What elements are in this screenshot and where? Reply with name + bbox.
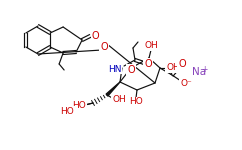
- Text: OH: OH: [166, 63, 180, 72]
- Text: OH: OH: [112, 96, 126, 105]
- Text: O: O: [91, 31, 99, 41]
- Text: +: +: [201, 64, 207, 74]
- Text: O: O: [178, 59, 186, 69]
- Text: HO: HO: [60, 106, 74, 116]
- Text: OH: OH: [144, 42, 158, 51]
- Text: O: O: [100, 42, 108, 52]
- Text: HO: HO: [72, 102, 86, 111]
- Text: O⁻: O⁻: [180, 80, 192, 88]
- Text: O: O: [144, 59, 152, 69]
- Text: Na: Na: [192, 67, 206, 77]
- Text: HO: HO: [129, 98, 143, 106]
- Polygon shape: [106, 82, 120, 96]
- Text: O: O: [127, 65, 135, 75]
- Text: HN: HN: [108, 64, 122, 74]
